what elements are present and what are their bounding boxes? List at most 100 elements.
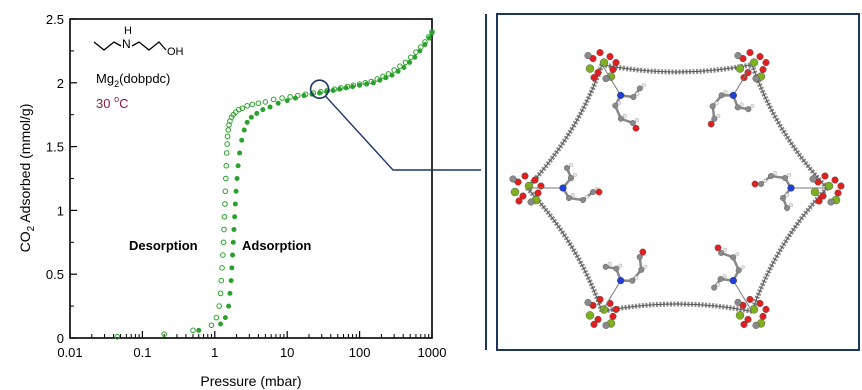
desorption-point [244, 102, 250, 109]
adsorption-point [429, 30, 435, 36]
material-label-rest: (dobpdc) [119, 71, 170, 86]
plot-frame [69, 18, 433, 339]
adsorption-point [267, 104, 273, 110]
desorption-point [223, 150, 230, 156]
carbon-atom [730, 254, 737, 261]
desorption-point [217, 290, 224, 297]
magnesium-atom [735, 64, 745, 73]
adsorption-point [226, 303, 232, 309]
carbon-atom [827, 198, 835, 206]
y-axis-label-main: CO [17, 231, 33, 252]
amine-molecule [601, 64, 646, 132]
adsorption-point [241, 127, 247, 133]
carbon-atom [711, 284, 718, 291]
oxygen-atom [740, 320, 748, 328]
nitrogen-atom [787, 184, 795, 192]
isotherm-plot: 0.01 0.1 1 10 100 1000 0 0.5 1 1.5 2 2.5 Pressure … [17, 12, 446, 389]
mg-n-bond [732, 64, 753, 96]
adsorption-series [196, 30, 435, 333]
nitrogen-atom [617, 277, 625, 285]
oxygen-atom [746, 295, 754, 303]
hydrogen-atom [641, 83, 646, 88]
adsorption-point [426, 35, 432, 41]
oxygen-atom [590, 320, 598, 328]
desorption-point [222, 201, 228, 207]
nitrogen-atom [729, 91, 737, 99]
x-tick-label: 0.1 [133, 345, 151, 360]
adsorption-point [343, 85, 349, 91]
desorption-point [190, 327, 196, 334]
desorption-point [220, 252, 226, 258]
y-axis-label-rest: Adsorbed (mmol/g) [17, 104, 33, 226]
adsorption-point [248, 114, 254, 120]
desorption-point [213, 314, 220, 321]
oxygen-atom [819, 192, 827, 200]
adsorption-point [422, 42, 428, 48]
metal-node-cluster [584, 49, 620, 83]
hydrogen-atom [569, 162, 574, 167]
hydrogen-atom [585, 194, 590, 199]
carbon-atom [718, 249, 725, 256]
desorption-point [222, 188, 229, 195]
hydrogen-atom [635, 91, 640, 96]
desorption-point [397, 63, 403, 70]
magnesium-atom [599, 58, 609, 67]
desorption-point [208, 322, 215, 329]
x-tick-label: 10 [280, 345, 294, 360]
desorption-point [226, 122, 232, 128]
oxygen-atom [521, 172, 529, 180]
metal-node-cluster [734, 49, 770, 83]
oxygen-atom [746, 49, 754, 57]
hydrogen-atom [571, 192, 576, 197]
carbon-atom [752, 321, 760, 329]
magnesium-atom [599, 305, 609, 314]
amine-chain [620, 256, 643, 282]
molecule-n-h-label: H [124, 25, 132, 37]
oxygen-atom [606, 53, 614, 61]
carbon-atom [630, 93, 637, 100]
adsorption-point [284, 98, 290, 104]
adsorption-point [254, 110, 260, 116]
desorption-point [161, 331, 167, 337]
carbon-atom [780, 194, 787, 201]
carbon-atom [638, 266, 645, 273]
carbon-atom [709, 103, 716, 110]
amine-molecule [527, 162, 603, 203]
hydrogen-atom [634, 275, 639, 280]
magnesium-atom [585, 64, 595, 73]
oxygen-atom [834, 189, 842, 197]
adsorption-point [389, 72, 395, 78]
oxygen-atom [815, 197, 823, 205]
magnesium-atom [735, 311, 745, 320]
oxygen-atom [590, 74, 598, 82]
mg-n-bond [601, 64, 622, 96]
adsorption-point [275, 100, 281, 106]
desorption-point [220, 239, 227, 246]
adsorption-point [292, 95, 298, 101]
carbon-atom [527, 198, 535, 206]
x-tick-label: 1 [211, 345, 218, 360]
carbon-atom [711, 115, 718, 122]
carbon-atom [636, 254, 643, 261]
desorption-point [221, 226, 227, 233]
nitrogen-atom [617, 91, 625, 99]
oxygen-atom [609, 312, 617, 320]
adsorption-point [417, 48, 423, 54]
amine-molecules [527, 64, 827, 312]
hydrogen-atom [618, 263, 623, 268]
carbon-atom [735, 267, 742, 274]
adsorption-point [233, 188, 239, 194]
temperature-label-main: 30 [96, 96, 114, 111]
oxygen-atom [751, 180, 759, 188]
adsorption-point [377, 77, 383, 83]
x-axis-label: Pressure (mbar) [200, 373, 301, 389]
amine-molecule [751, 170, 827, 211]
adsorption-point [330, 87, 336, 93]
adsorption-point [229, 265, 235, 271]
hydrogen-atom [714, 101, 719, 106]
hydrogen-atom [735, 252, 740, 257]
hydrogen-atom [716, 113, 721, 118]
amine-chain [720, 251, 741, 282]
hydrogen-atom [617, 100, 622, 105]
oxygen-atom [759, 66, 767, 74]
